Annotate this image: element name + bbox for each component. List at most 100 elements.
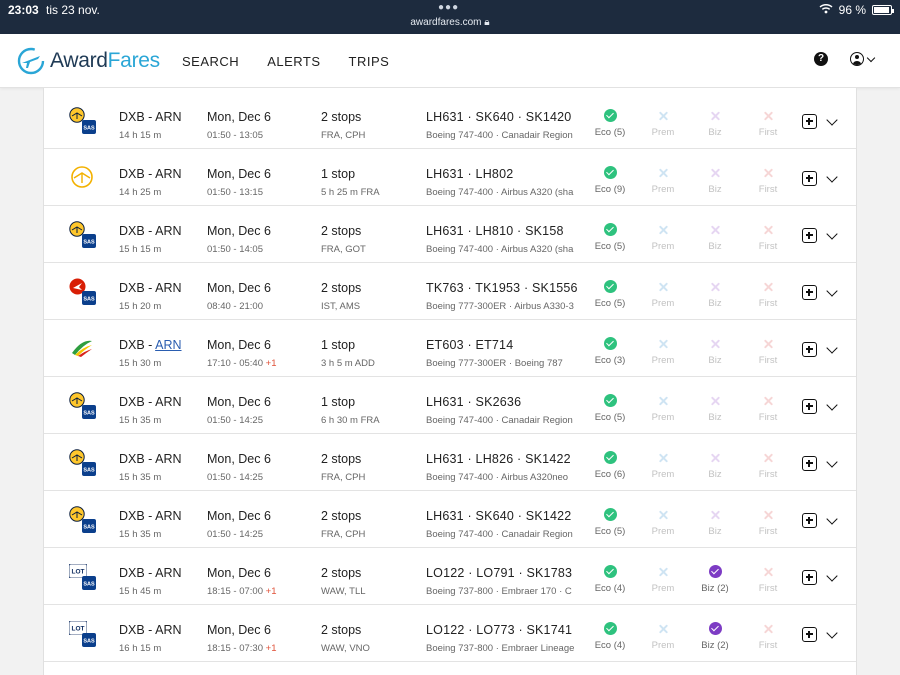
expand-chevron-icon[interactable] [826, 114, 838, 126]
cabin-premium[interactable]: Prem [638, 508, 688, 537]
add-trip-button[interactable] [802, 114, 817, 129]
time-range: 01:50 - 13:15 [207, 187, 263, 198]
result-row[interactable]: SAS DXB - ARN 15 h 35 m Mon, Dec 6 01:50… [44, 434, 856, 491]
premium-label: Prem [651, 355, 675, 366]
route-destination: ARN [155, 509, 182, 523]
expand-chevron-icon[interactable] [826, 513, 838, 525]
tab-dots-icon[interactable]: ●●● [438, 2, 460, 13]
result-row[interactable]: LOT SAS DXB - ARN 16 h 15 m Mon, Dec 6 18… [44, 605, 856, 662]
help-icon[interactable]: ? [814, 52, 828, 66]
result-row[interactable]: SAS DXB - ARN 15 h 20 m Mon, Dec 6 08:40… [44, 263, 856, 320]
nav-search[interactable]: SEARCH [182, 54, 240, 69]
result-row[interactable]: SAS DXB - ARN 15 h 15 m Mon, Dec 6 01:50… [44, 206, 856, 263]
add-trip-button[interactable] [802, 456, 817, 471]
result-row[interactable]: DXB - ARN 14 h 25 m Mon, Dec 6 01:50 - 1… [44, 149, 856, 206]
cabin-economy[interactable]: Eco (5) [585, 223, 635, 252]
result-row[interactable]: LOT SAS DXB - ARN 15 h 45 m Mon, Dec 6 18… [44, 548, 856, 605]
cabin-first[interactable]: First [743, 622, 793, 651]
expand-chevron-icon[interactable] [826, 171, 838, 183]
cabin-first[interactable]: First [743, 109, 793, 138]
cabin-first[interactable]: First [743, 451, 793, 480]
destination-link[interactable]: ARN [155, 338, 182, 352]
add-trip-button[interactable] [802, 342, 817, 357]
address-bar[interactable]: awardfares.com 🔒︎ [0, 17, 900, 28]
status-time: 23:03 [8, 3, 39, 17]
stops-count: 2 stops [321, 110, 362, 124]
route-origin: DXB [119, 338, 145, 352]
cabin-economy[interactable]: Eco (5) [585, 394, 635, 423]
cabin-business[interactable]: Biz [690, 109, 740, 138]
expand-chevron-icon[interactable] [826, 456, 838, 468]
cabin-economy[interactable]: Eco (4) [585, 622, 635, 651]
result-row[interactable]: SAS DXB - ARN 15 h 35 m Mon, Dec 6 01:50… [44, 377, 856, 434]
add-trip-button[interactable] [802, 399, 817, 414]
result-row[interactable]: SAS DXB - ARN 14 h 15 m Mon, Dec 6 01:50… [44, 92, 856, 149]
cabin-premium[interactable]: Prem [638, 337, 688, 366]
cabin-business[interactable]: Biz [690, 223, 740, 252]
cabin-premium[interactable]: Prem [638, 166, 688, 195]
result-row[interactable]: DXB - ARN 15 h 30 m Mon, Dec 6 17:10 - 0… [44, 320, 856, 377]
aircraft-types: Boeing 777-300ER · Airbus A330-3 [426, 301, 574, 312]
cabin-economy[interactable]: Eco (4) [585, 565, 635, 594]
nav-trips[interactable]: TRIPS [348, 54, 390, 69]
cabin-first[interactable]: First [743, 280, 793, 309]
expand-chevron-icon[interactable] [826, 228, 838, 240]
cabin-economy[interactable]: Eco (9) [585, 166, 635, 195]
cabin-business[interactable]: Biz [690, 166, 740, 195]
add-trip-button[interactable] [802, 285, 817, 300]
expand-chevron-icon[interactable] [826, 627, 838, 639]
premium-status-icon [657, 622, 670, 635]
expand-chevron-icon[interactable] [826, 285, 838, 297]
cabin-business[interactable]: Biz (2) [690, 565, 740, 594]
add-trip-button[interactable] [802, 228, 817, 243]
cabin-economy[interactable]: Eco (5) [585, 280, 635, 309]
cabin-premium[interactable]: Prem [638, 280, 688, 309]
cabin-economy[interactable]: Eco (5) [585, 109, 635, 138]
cabin-first[interactable]: First [743, 565, 793, 594]
cabin-business[interactable]: Biz [690, 337, 740, 366]
cabin-economy[interactable]: Eco (5) [585, 508, 635, 537]
duration: 15 h 20 m [119, 301, 162, 312]
result-row[interactable]: SAS DXB - ARN 15 h 35 m Mon, Dec 6 01:50… [44, 491, 856, 548]
awardfares-logo[interactable]: AwardFares [16, 46, 160, 76]
cabin-premium[interactable]: Prem [638, 109, 688, 138]
premium-status-icon [657, 451, 670, 464]
cabin-business[interactable]: Biz (2) [690, 622, 740, 651]
add-trip-button[interactable] [802, 513, 817, 528]
cabin-business[interactable]: Biz [690, 280, 740, 309]
cabin-business[interactable]: Biz [690, 451, 740, 480]
cabin-first[interactable]: First [743, 223, 793, 252]
cabin-premium[interactable]: Prem [638, 451, 688, 480]
cabin-business[interactable]: Biz [690, 394, 740, 423]
cabin-first[interactable]: First [743, 508, 793, 537]
flight-numbers: LH631 · LH802 [426, 167, 514, 181]
expand-chevron-icon[interactable] [826, 399, 838, 411]
expand-chevron-icon[interactable] [826, 342, 838, 354]
route-origin: DXB [119, 452, 145, 466]
cabin-first[interactable]: First [743, 337, 793, 366]
add-trip-button[interactable] [802, 570, 817, 585]
user-menu-button[interactable] [850, 52, 876, 66]
cabin-economy[interactable]: Eco (6) [585, 451, 635, 480]
add-trip-button[interactable] [802, 627, 817, 642]
cabin-business[interactable]: Biz [690, 508, 740, 537]
premium-label: Prem [651, 469, 675, 480]
business-status-icon [709, 280, 722, 293]
cabin-premium[interactable]: Prem [638, 394, 688, 423]
economy-label: Eco (4) [594, 640, 626, 651]
nav-alerts[interactable]: ALERTS [267, 54, 321, 69]
departure-date: Mon, Dec 6 [207, 623, 271, 637]
aircraft-types: Boeing 747-400 · Canadair Region [426, 529, 573, 540]
expand-chevron-icon[interactable] [826, 570, 838, 582]
cabin-premium[interactable]: Prem [638, 622, 688, 651]
cabin-first[interactable]: First [743, 166, 793, 195]
connection-info: FRA, CPH [321, 472, 366, 483]
cabin-first[interactable]: First [743, 394, 793, 423]
cabin-economy[interactable]: Eco (3) [585, 337, 635, 366]
cabin-premium[interactable]: Prem [638, 223, 688, 252]
route-destination: ARN [155, 623, 182, 637]
url-text: awardfares.com [410, 17, 482, 28]
add-trip-button[interactable] [802, 171, 817, 186]
cabin-premium[interactable]: Prem [638, 565, 688, 594]
lock-icon: 🔒︎ [484, 17, 490, 28]
